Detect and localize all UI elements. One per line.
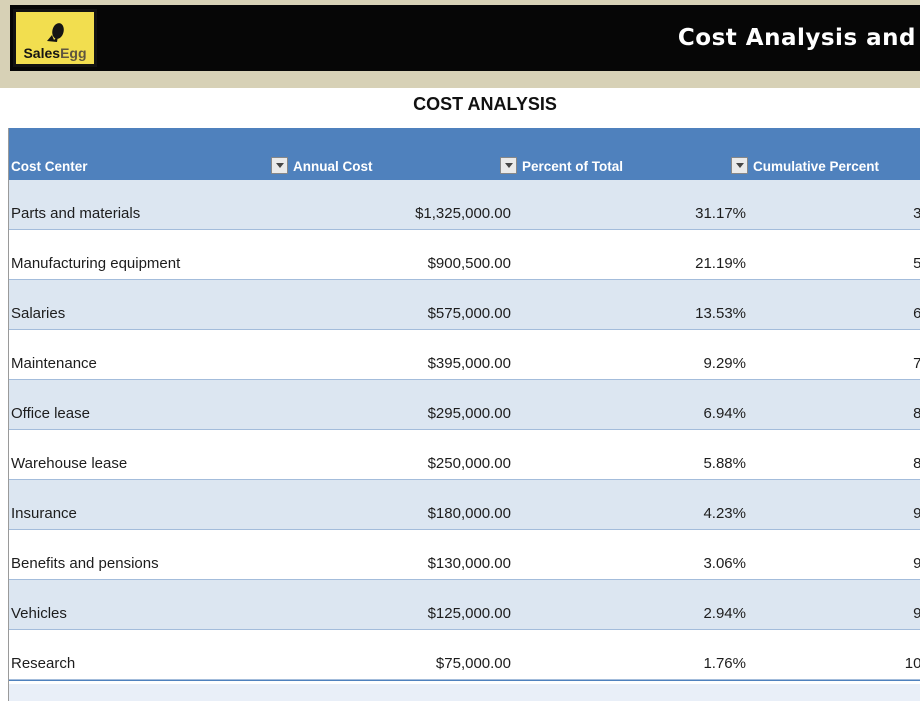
cell-percent-of-total[interactable]: 6.94% [703,405,746,422]
column-header-percent-of-total[interactable]: Percent of Total [520,128,751,180]
table-row: Salaries $575,000.00 13.53% 65.89% [9,280,920,330]
column-header-label: Cost Center [11,159,88,174]
cell-percent-of-total[interactable]: 2.94% [703,605,746,622]
table-row: Benefits and pensions $130,000.00 3.06% … [9,530,920,580]
cell-cost-center[interactable]: Office lease [11,405,90,422]
sheet-title: COST ANALYSIS [413,94,557,114]
banner-frame: SalesEgg Cost Analysis and [0,0,920,88]
cell-cumulative-percent[interactable]: 82.12% [913,405,920,422]
column-header-label: Cumulative Percent [753,159,880,174]
cell-percent-of-total[interactable]: 3.06% [703,555,746,572]
cell-cumulative-percent[interactable]: 75.18% [913,355,920,372]
cell-cost-center[interactable]: Warehouse lease [11,455,128,472]
logo-text-egg: Egg [60,45,87,61]
banner-background: SalesEgg Cost Analysis and [10,5,920,71]
column-header-label: Annual Cost [293,159,373,174]
cell-cumulative-percent[interactable]: 88.00% [913,455,920,472]
table-row: Insurance $180,000.00 4.23% 92.24% [9,480,920,530]
cell-annual-cost[interactable]: $900,500.00 [427,255,511,272]
table-row: Warehouse lease $250,000.00 5.88% 88.00% [9,430,920,480]
cell-cumulative-percent[interactable]: 98.24% [913,605,920,622]
logo-text-sales: Sales [23,45,61,61]
cell-annual-cost[interactable]: $575,000.00 [427,305,511,322]
cell-cumulative-percent[interactable]: 92.24% [913,505,920,522]
cell-percent-of-total[interactable]: 21.19% [695,255,746,272]
cost-analysis-table: Cost Center Annual Cost Percent of Total… [8,128,920,687]
cell-annual-cost[interactable]: $250,000.00 [427,455,511,472]
cell-cumulative-percent[interactable]: 52.36% [913,255,920,272]
filter-button-cost-center[interactable] [271,157,288,174]
column-header-cumulative-percent[interactable]: Cumulative Percent [751,128,920,180]
cell-cumulative-percent[interactable]: 31.17% [913,205,920,222]
cell-percent-of-total[interactable]: 5.88% [703,455,746,472]
table-row: Parts and materials $1,325,000.00 31.17%… [9,180,920,230]
cell-annual-cost[interactable]: $395,000.00 [427,355,511,372]
table-row: Vehicles $125,000.00 2.94% 98.24% [9,580,920,630]
cell-percent-of-total[interactable]: 9.29% [703,355,746,372]
cell-percent-of-total[interactable]: 13.53% [695,305,746,322]
salesegg-logo: SalesEgg [13,9,97,67]
table-header-row: Cost Center Annual Cost Percent of Total… [9,128,920,180]
cell-cost-center[interactable]: Insurance [11,505,77,522]
chevron-down-icon [735,163,744,168]
cell-cost-center[interactable]: Manufacturing equipment [11,255,181,272]
table-row: Research $75,000.00 1.76% 100.00% [9,630,920,680]
cell-cost-center[interactable]: Research [11,655,76,672]
empty-row-area[interactable] [8,684,920,701]
cell-cost-center[interactable]: Vehicles [11,605,67,622]
cell-cost-center[interactable]: Maintenance [11,355,97,372]
cell-percent-of-total[interactable]: 4.23% [703,505,746,522]
cell-cost-center[interactable]: Benefits and pensions [11,555,159,572]
cell-annual-cost[interactable]: $180,000.00 [427,505,511,522]
table-row: Maintenance $395,000.00 9.29% 75.18% [9,330,920,380]
cell-annual-cost[interactable]: $295,000.00 [427,405,511,422]
cell-cumulative-percent[interactable]: 95.29% [913,555,920,572]
cell-annual-cost[interactable]: $125,000.00 [427,605,511,622]
column-header-annual-cost[interactable]: Annual Cost [291,128,520,180]
cell-percent-of-total[interactable]: 31.17% [695,205,746,222]
filter-button-annual-cost[interactable] [500,157,517,174]
logo-text: SalesEgg [23,46,86,64]
chevron-down-icon [504,163,513,168]
egg-icon [47,23,64,42]
cell-cost-center[interactable]: Salaries [11,305,66,322]
column-header-label: Percent of Total [522,159,624,174]
column-header-cost-center[interactable]: Cost Center [9,128,291,180]
chevron-down-icon [275,163,284,168]
table-row: Office lease $295,000.00 6.94% 82.12% [9,380,920,430]
banner-title: Cost Analysis and [677,25,916,51]
cell-annual-cost[interactable]: $130,000.00 [427,555,511,572]
table-row: Manufacturing equipment $900,500.00 21.1… [9,230,920,280]
cell-cumulative-percent[interactable]: 65.89% [913,305,920,322]
cell-cumulative-percent[interactable]: 100.00% [904,655,920,672]
filter-button-percent-of-total[interactable] [731,157,748,174]
cell-annual-cost[interactable]: $75,000.00 [435,655,511,672]
cell-annual-cost[interactable]: $1,325,000.00 [415,205,511,222]
cell-percent-of-total[interactable]: 1.76% [703,655,746,672]
cell-cost-center[interactable]: Parts and materials [11,205,141,222]
